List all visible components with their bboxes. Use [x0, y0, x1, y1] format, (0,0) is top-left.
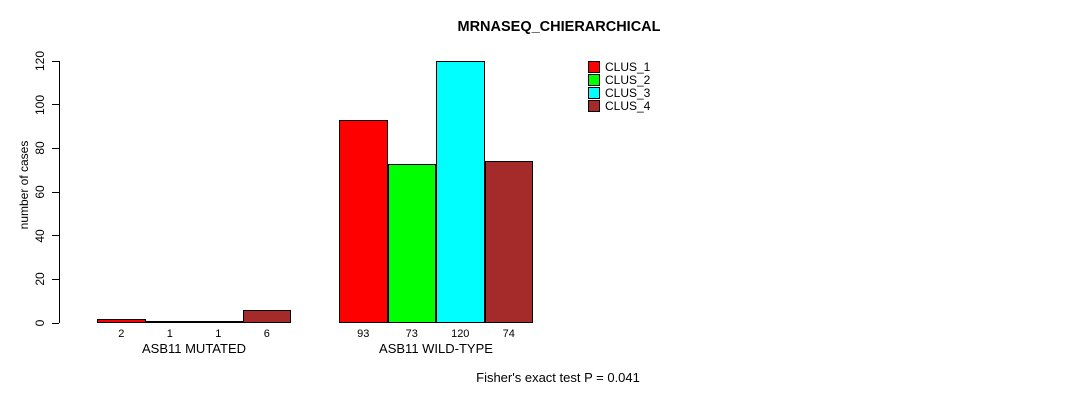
legend-swatch: [588, 74, 600, 86]
y-tick-label: 40: [33, 228, 47, 243]
bar-value-label: 6: [263, 328, 270, 340]
y-tick-mark: [52, 60, 59, 62]
y-tick-label: 80: [33, 141, 47, 156]
bar: [242, 309, 291, 323]
y-tick-mark: [52, 191, 59, 193]
y-tick-label: 60: [33, 185, 47, 199]
group-label: ASB11 WILD-TYPE: [379, 341, 493, 356]
bar-value-label: 93: [357, 328, 370, 340]
y-axis-line: [59, 61, 60, 323]
bar: [436, 61, 485, 323]
y-tick-label: 100: [33, 94, 47, 115]
legend-item: CLUS_1: [588, 61, 650, 73]
bar: [387, 163, 436, 323]
bar: [484, 161, 533, 323]
y-tick-mark: [52, 104, 59, 106]
fisher-test-note: Fisher's exact test P = 0.041: [476, 370, 640, 385]
legend-label: CLUS_1: [605, 60, 651, 74]
bar: [194, 320, 243, 323]
y-tick-label: 0: [33, 319, 47, 327]
legend-item: CLUS_2: [588, 74, 650, 86]
bar-value-label: 73: [405, 328, 418, 340]
legend-swatch: [588, 87, 600, 99]
y-tick-label: 120: [33, 50, 47, 72]
y-tick-mark: [52, 322, 59, 324]
y-tick-mark: [52, 235, 59, 237]
legend-label: CLUS_3: [605, 86, 651, 100]
bar-value-label: 74: [502, 328, 515, 340]
legend-swatch: [588, 61, 600, 73]
y-tick-mark: [52, 147, 59, 149]
bar: [97, 318, 146, 323]
bar-value-label: 120: [451, 328, 470, 340]
legend: CLUS_1 CLUS_2 CLUS_3 CLUS_4: [588, 61, 650, 113]
legend-label: CLUS_4: [605, 99, 651, 113]
y-axis-label: number of cases: [17, 140, 31, 230]
group-label: ASB11 MUTATED: [141, 341, 247, 356]
bar-value-label: 1: [215, 328, 222, 340]
bar: [339, 119, 388, 323]
y-tick-label: 20: [33, 272, 47, 287]
bar-value-label: 2: [118, 328, 125, 340]
legend-item: CLUS_4: [588, 100, 650, 112]
bar: [145, 320, 194, 323]
bar-value-label: 1: [166, 328, 173, 340]
y-tick-mark: [52, 278, 59, 280]
legend-label: CLUS_2: [605, 73, 651, 87]
legend-item: CLUS_3: [588, 87, 650, 99]
legend-swatch: [588, 100, 600, 112]
chart-title: MRNASEQ_CHIERARCHICAL: [457, 19, 661, 35]
